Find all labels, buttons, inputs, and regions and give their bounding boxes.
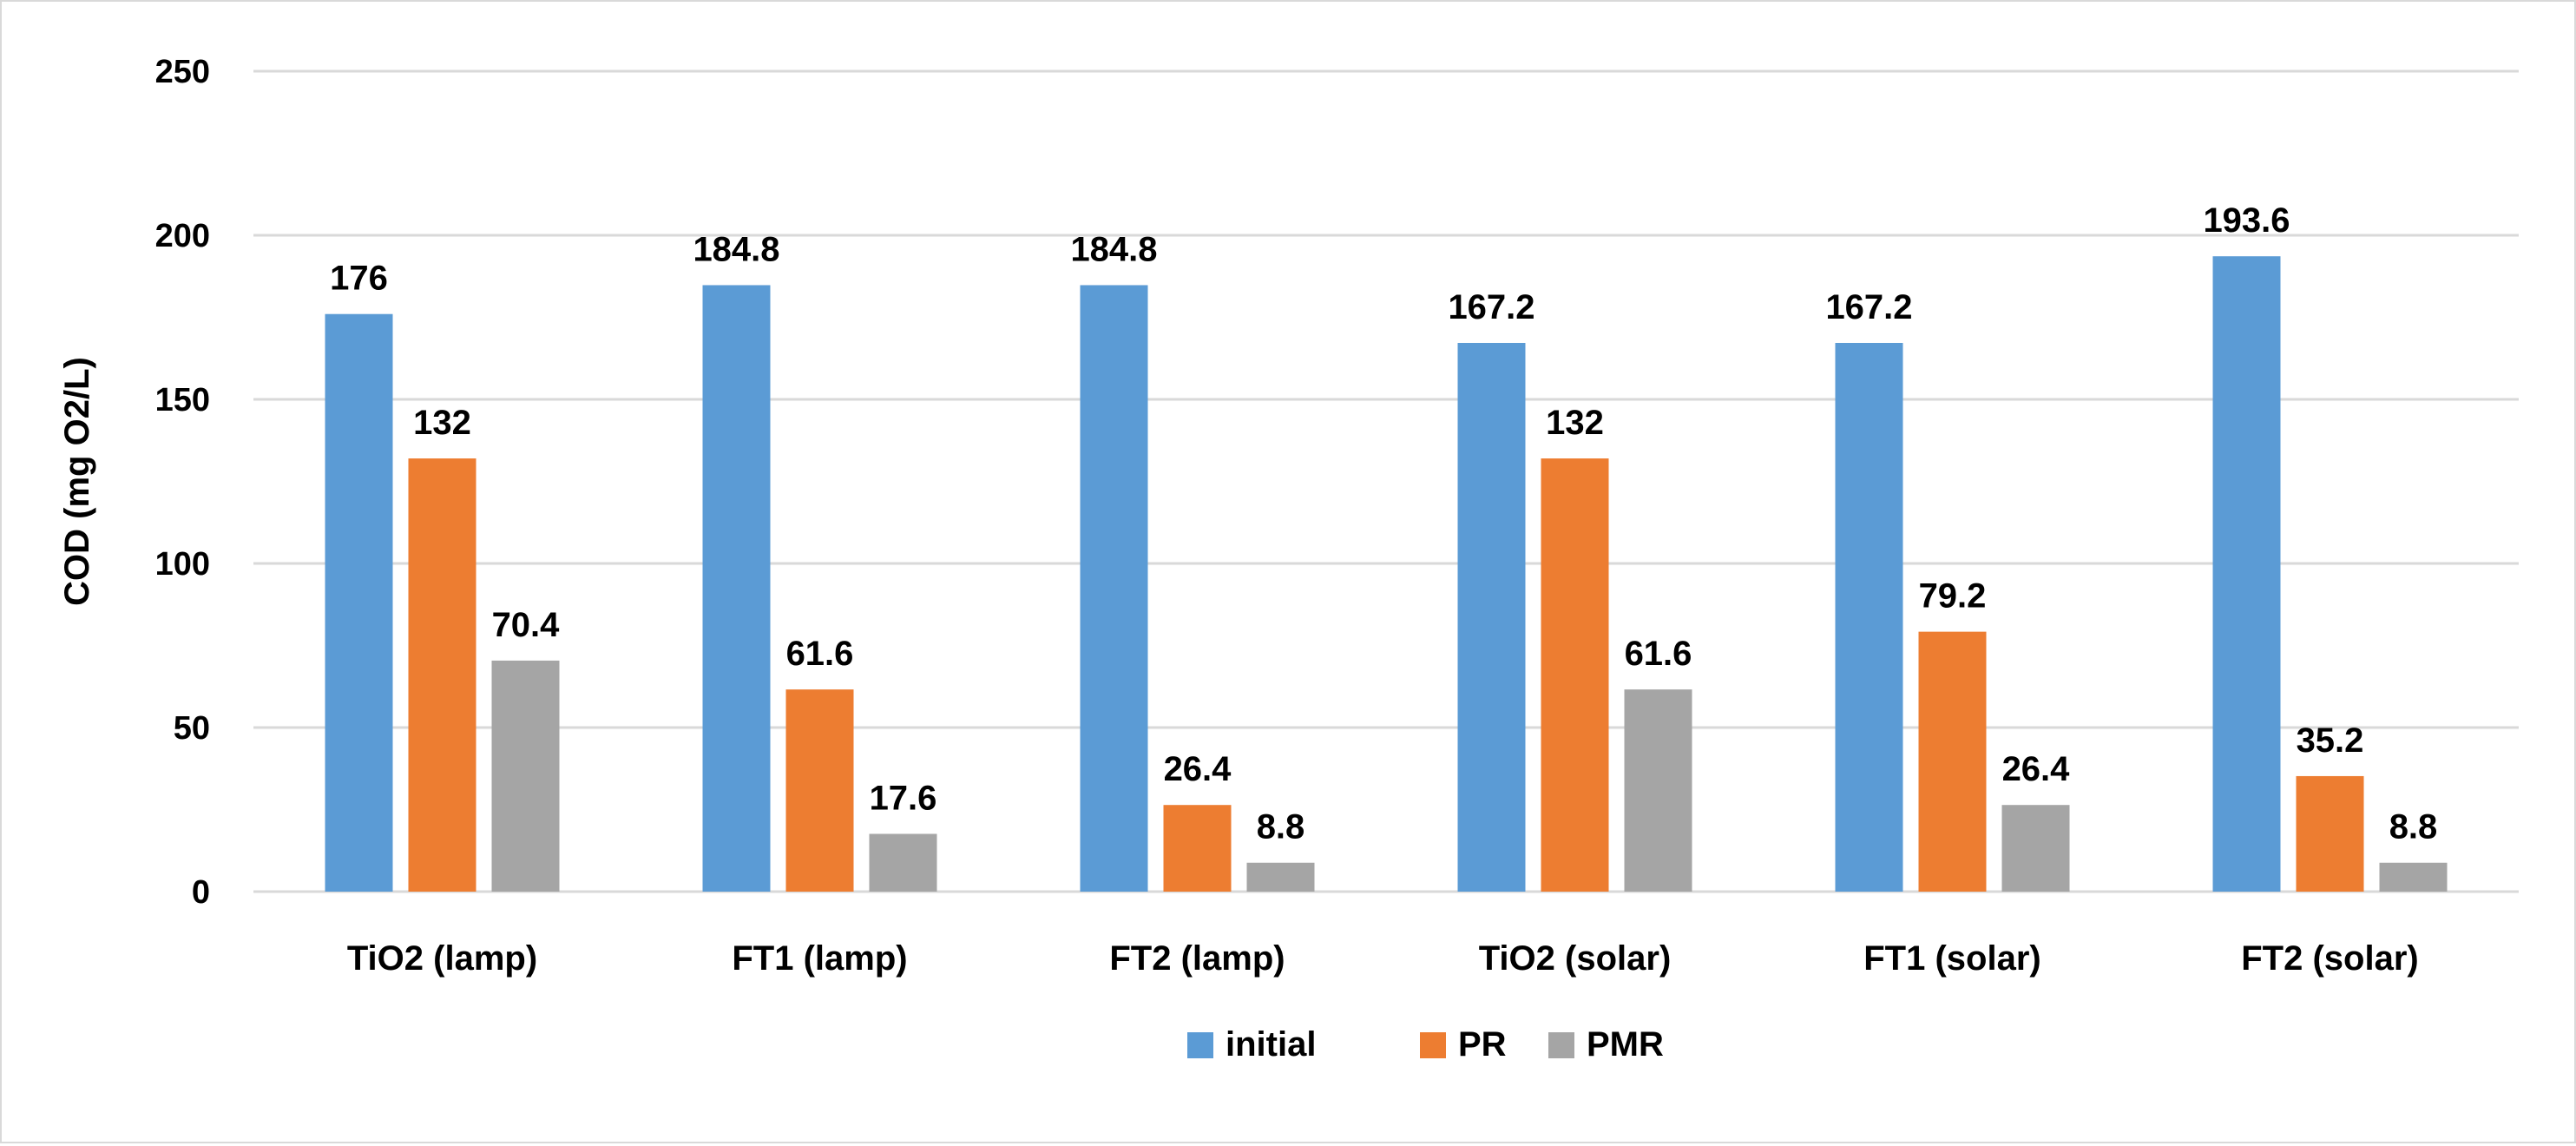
bar-initial: [1080, 285, 1148, 892]
data-label: 176: [330, 260, 388, 298]
bar-initial: [1835, 342, 1903, 892]
data-label: 26.4: [1164, 750, 1232, 788]
data-label: 132: [413, 404, 471, 442]
legend-label: PMR: [1587, 1025, 1664, 1064]
legend: initial PR PMR: [1187, 1025, 1664, 1064]
bar-pmr: [869, 833, 937, 892]
gridlines: [253, 69, 2519, 893]
data-label: 61.6: [1625, 635, 1692, 673]
y-tick-label: 200: [155, 218, 210, 254]
bar-pr: [408, 458, 476, 892]
bar-pr: [1541, 458, 1609, 892]
x-axis: TiO2 (lamp) FT1 (lamp) FT2 (lamp) TiO2 (sol…: [347, 939, 2419, 978]
y-tick-label: 150: [155, 382, 210, 418]
x-tick-label: TiO2 (lamp): [347, 939, 537, 978]
data-label: 8.8: [2389, 808, 2438, 846]
legend-swatch: [1420, 1032, 1446, 1058]
bar-pr: [785, 689, 854, 892]
y-axis: 0 50 100 150 200 250: [155, 54, 2519, 911]
data-label: 8.8: [1257, 808, 1305, 846]
bar-initial: [1457, 342, 1526, 892]
bar-initial: [325, 313, 393, 892]
legend-swatch: [1187, 1032, 1213, 1058]
y-axis-label: COD (mg O2/L): [58, 357, 96, 606]
data-label: 26.4: [2002, 750, 2071, 788]
x-tick-label: FT2 (lamp): [1109, 939, 1285, 978]
legend-label: initial: [1226, 1025, 1316, 1064]
legend-label: PR: [1458, 1025, 1507, 1064]
data-label: 184.8: [693, 230, 779, 268]
bar-pmr: [1624, 689, 1692, 892]
legend-item-pr: PR: [1420, 1025, 1507, 1064]
bar-pmr: [1246, 862, 1315, 892]
legend-item-pmr: PMR: [1548, 1025, 1664, 1064]
x-tick-label: FT2 (solar): [2241, 939, 2418, 978]
data-label: 17.6: [870, 779, 937, 817]
legend-item-initial: initial: [1187, 1025, 1316, 1064]
bar-pr: [1163, 805, 1232, 892]
data-label: 61.6: [786, 635, 854, 673]
bars: [325, 256, 2448, 892]
bar-pmr: [491, 660, 560, 892]
y-tick-label: 250: [155, 54, 210, 90]
bar-pmr: [2001, 805, 2070, 892]
x-tick-label: TiO2 (solar): [1479, 939, 1672, 978]
bar-initial: [2212, 256, 2281, 892]
bar-pr: [1918, 631, 1987, 892]
data-label: 184.8: [1070, 230, 1157, 268]
y-tick-label: 50: [174, 710, 210, 747]
y-tick-label: 100: [155, 546, 210, 583]
data-labels: 176 132 70.4 184.8 61.6 17.6 184.8 26.4 8.8 167.2…: [330, 201, 2437, 846]
y-tick-label: 0: [192, 874, 210, 911]
bar-initial: [702, 285, 771, 892]
x-tick-label: FT1 (lamp): [732, 939, 907, 978]
data-label: 132: [1546, 404, 1604, 442]
data-label: 193.6: [2203, 201, 2290, 240]
data-label: 35.2: [2297, 721, 2364, 760]
legend-swatch: [1548, 1032, 1574, 1058]
data-label: 79.2: [1919, 577, 1987, 616]
x-tick-label: FT1 (solar): [1863, 939, 2040, 978]
data-label: 167.2: [1825, 288, 1912, 326]
data-label: 70.4: [492, 606, 561, 644]
bar-pr: [2296, 775, 2364, 892]
data-label: 167.2: [1448, 288, 1534, 326]
bar-pmr: [2379, 862, 2448, 892]
